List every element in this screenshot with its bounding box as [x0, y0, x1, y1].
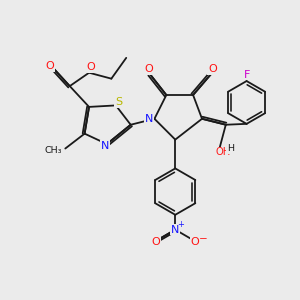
- Text: F: F: [243, 70, 250, 80]
- Text: O: O: [86, 62, 94, 72]
- Text: S: S: [115, 97, 122, 107]
- Text: N: N: [145, 114, 153, 124]
- Text: H: H: [227, 144, 234, 153]
- Text: O: O: [144, 64, 153, 74]
- Text: O: O: [208, 64, 217, 74]
- Text: −: −: [199, 234, 207, 244]
- Text: +: +: [177, 220, 184, 230]
- Text: OH: OH: [216, 147, 231, 158]
- Text: O: O: [46, 61, 54, 71]
- Text: O: O: [191, 236, 200, 247]
- Text: CH₃: CH₃: [44, 146, 62, 154]
- Text: N: N: [101, 140, 110, 151]
- Text: N: N: [171, 225, 179, 235]
- Text: O: O: [151, 236, 160, 247]
